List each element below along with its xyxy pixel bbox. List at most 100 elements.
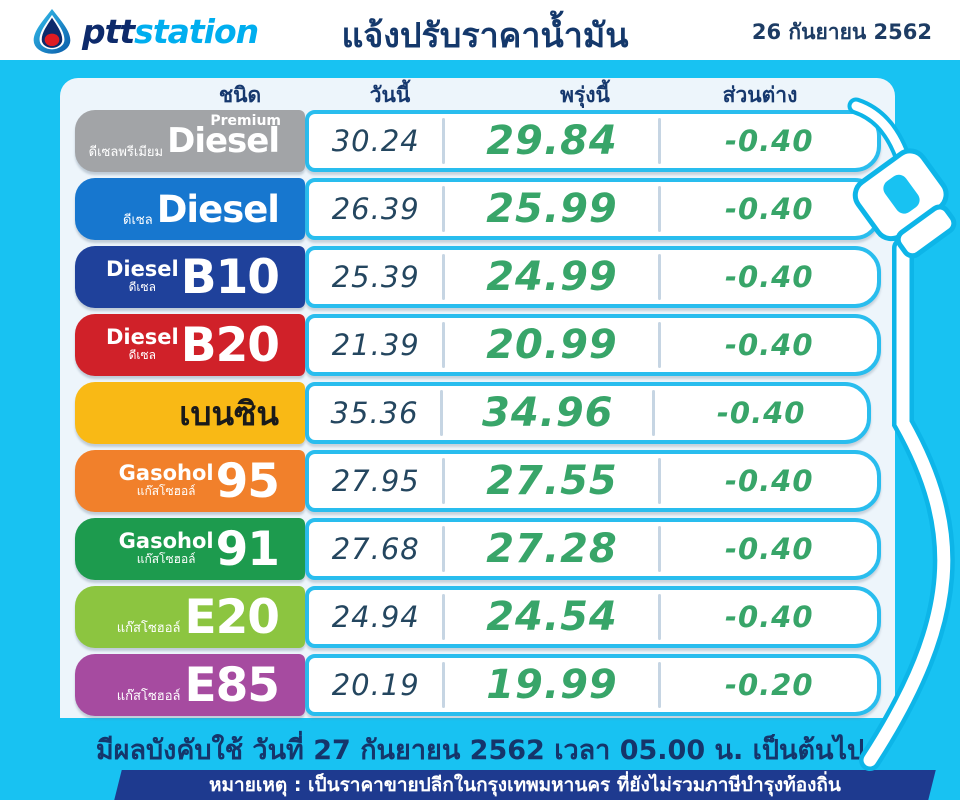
fuel-grade-code: B10 xyxy=(180,249,280,305)
announcement-date: 26 กันยายน 2562 xyxy=(751,20,932,44)
ptt-flame-icon xyxy=(33,9,71,54)
column-separator xyxy=(658,458,662,504)
fuel-row: แก๊สโซฮอล์ E85 20.19 19.99 -0.20 xyxy=(75,654,881,716)
price-values: 27.68 27.28 -0.40 xyxy=(305,518,881,580)
price-difference: -0.40 xyxy=(724,192,814,226)
fuel-name-stack: Gasohol แก๊สโซฮอล์ xyxy=(118,461,214,499)
note-band: หมายเหตุ : เป็นราคาขายปลีกในกรุงเทพมหานค… xyxy=(114,770,936,800)
price-difference: -0.20 xyxy=(724,668,814,702)
fuel-name-superscript: Premium xyxy=(210,113,281,129)
fuel-type-badge: Diesel ดีเซล B10 xyxy=(75,246,305,308)
fuel-row: Gasohol แก๊สโซฮอล์ 91 27.68 27.28 -0.40 xyxy=(75,518,881,580)
price-today: 30.24 xyxy=(331,124,420,158)
fuel-name-thai: แก๊สโซฮอล์ xyxy=(116,689,181,704)
fuel-name-main-wrap: เบนซิน xyxy=(179,397,279,430)
price-today: 21.39 xyxy=(331,328,420,362)
fuel-name-en: Gasohol xyxy=(118,461,214,486)
column-separator xyxy=(658,662,662,708)
fuel-type-badge: Gasohol แก๊สโซฮอล์ 91 xyxy=(75,518,305,580)
price-table-panel: ชนิด วันนี้ พรุ่งนี้ ส่วนต่าง ดีเซลพรีเม… xyxy=(60,78,895,718)
price-tomorrow: 27.28 xyxy=(486,526,618,572)
price-values: 24.94 24.54 -0.40 xyxy=(305,586,881,648)
fuel-type-badge: เบนซิน xyxy=(75,382,305,444)
fuel-name-thai-sub: ดีเซล xyxy=(128,348,157,363)
fuel-name-stack: Diesel ดีเซล xyxy=(105,257,179,295)
column-separator xyxy=(658,118,662,164)
fuel-name-main: Diesel xyxy=(167,121,280,161)
column-separator xyxy=(440,390,444,436)
price-today: 27.95 xyxy=(331,464,420,498)
logo-wordmark: pttstation xyxy=(82,11,259,51)
fuel-type-badge: ดีเซลพรีเมียม Premium Diesel xyxy=(75,110,305,172)
column-separator xyxy=(442,662,446,708)
price-tomorrow: 19.99 xyxy=(486,662,618,708)
fuel-name-thai-sub: แก๊สโซฮอล์ xyxy=(136,484,196,499)
effective-date-text: มีผลบังคับใช้ วันที่ 27 กันยายน 2562 เวล… xyxy=(95,735,865,766)
price-tomorrow: 24.54 xyxy=(486,594,618,640)
price-values: 25.39 24.99 -0.40 xyxy=(305,246,881,308)
fuel-name-main: เบนซิน xyxy=(179,393,279,433)
column-separator xyxy=(658,322,662,368)
column-separator xyxy=(658,186,662,232)
logo-station-text: station xyxy=(134,11,259,51)
note-text: หมายเหตุ : เป็นราคาขายปลีกในกรุงเทพมหานค… xyxy=(209,774,841,796)
fuel-row: Diesel ดีเซล B20 21.39 20.99 -0.40 xyxy=(75,314,881,376)
column-separator xyxy=(442,322,446,368)
fuel-name-thai: แก๊สโซฮอล์ xyxy=(116,621,181,636)
fuel-name-main: Diesel xyxy=(156,187,280,231)
column-separator xyxy=(442,118,446,164)
price-tomorrow: 29.84 xyxy=(486,118,618,164)
fuel-name-main-wrap: Diesel xyxy=(156,187,280,231)
ptt-station-logo: pttstation xyxy=(30,6,259,56)
price-difference: -0.40 xyxy=(724,260,814,294)
fuel-row: Gasohol แก๊สโซฮอล์ 95 27.95 27.55 -0.40 xyxy=(75,450,881,512)
fuel-grade-code: 95 xyxy=(215,453,280,509)
fuel-grade-code: B20 xyxy=(180,317,280,373)
column-separator xyxy=(658,254,662,300)
fuel-type-badge: แก๊สโซฮอล์ E85 xyxy=(75,654,305,716)
price-today: 27.68 xyxy=(331,532,420,566)
column-header-tomorrow: พรุ่งนี้ xyxy=(560,83,610,107)
price-difference: -0.40 xyxy=(724,328,814,362)
price-difference: -0.40 xyxy=(724,532,814,566)
fuel-name-en: Diesel xyxy=(105,257,179,282)
column-separator xyxy=(652,390,656,436)
column-separator xyxy=(442,254,446,300)
price-today: 24.94 xyxy=(331,600,420,634)
fuel-grade-code: E85 xyxy=(184,657,280,713)
price-tomorrow: 25.99 xyxy=(486,186,618,232)
price-difference: -0.40 xyxy=(716,396,806,430)
column-separator xyxy=(442,526,446,572)
fuel-row: ดีเซล Diesel 26.39 25.99 -0.40 xyxy=(75,178,881,240)
price-difference: -0.40 xyxy=(724,464,814,498)
fuel-type-badge: Diesel ดีเซล B20 xyxy=(75,314,305,376)
fuel-name-stack: Gasohol แก๊สโซฮอล์ xyxy=(118,529,214,567)
price-values: 20.19 19.99 -0.20 xyxy=(305,654,881,716)
price-values: 30.24 29.84 -0.40 xyxy=(305,110,881,172)
fuel-type-badge: ดีเซล Diesel xyxy=(75,178,305,240)
price-today: 35.36 xyxy=(330,396,419,430)
header-bar: pttstation แจ้งปรับราคาน้ำมัน 26 กันยายน… xyxy=(0,0,960,60)
price-values: 26.39 25.99 -0.40 xyxy=(305,178,881,240)
logo-ptt-text: ptt xyxy=(82,11,135,51)
price-today: 26.39 xyxy=(331,192,420,226)
price-values: 35.36 34.96 -0.40 xyxy=(305,382,871,444)
fuel-row: แก๊สโซฮอล์ E20 24.94 24.54 -0.40 xyxy=(75,586,881,648)
price-today: 25.39 xyxy=(331,260,420,294)
column-separator xyxy=(442,594,446,640)
fuel-row: เบนซิน 35.36 34.96 -0.40 xyxy=(75,382,881,444)
price-tomorrow: 20.99 xyxy=(486,322,618,368)
column-separator xyxy=(658,526,662,572)
price-difference: -0.40 xyxy=(724,600,814,634)
price-values: 21.39 20.99 -0.40 xyxy=(305,314,881,376)
fuel-type-badge: แก๊สโซฮอล์ E20 xyxy=(75,586,305,648)
price-tomorrow: 34.96 xyxy=(481,390,614,436)
fuel-row: Diesel ดีเซล B10 25.39 24.99 -0.40 xyxy=(75,246,881,308)
column-separator xyxy=(658,594,662,640)
fuel-name-stack: Diesel ดีเซล xyxy=(105,325,179,363)
fuel-name-en: Diesel xyxy=(105,325,179,350)
fuel-name-thai-sub: ดีเซล xyxy=(128,280,157,295)
price-today: 20.19 xyxy=(331,668,420,702)
fuel-name-en: Gasohol xyxy=(118,529,214,554)
fuel-name-thai: ดีเซล xyxy=(123,213,153,228)
